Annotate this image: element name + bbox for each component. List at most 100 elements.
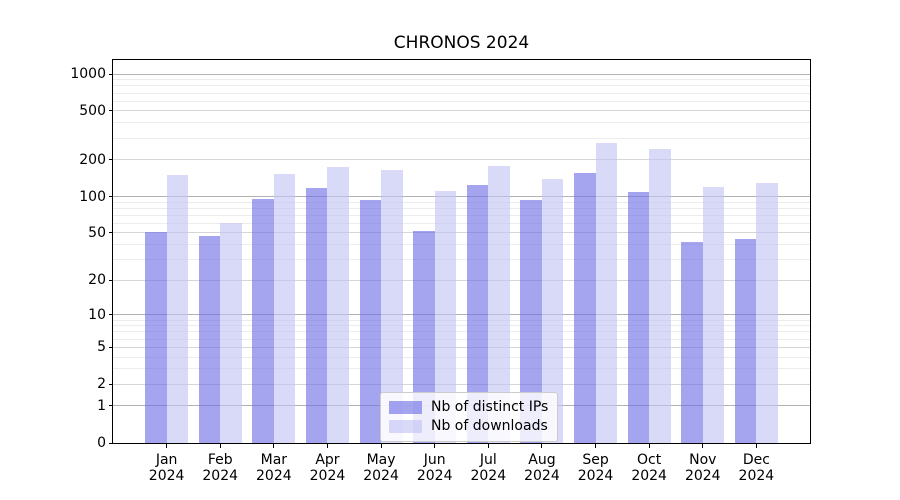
bar-distinct-ips-dec-2024 bbox=[734, 238, 757, 443]
gridline-y-80 bbox=[113, 207, 810, 209]
bar-downloads-jan-2024 bbox=[166, 175, 189, 443]
gridline-y-700 bbox=[113, 92, 810, 94]
gridline-y-500 bbox=[113, 110, 810, 112]
gridline-y-2 bbox=[113, 383, 810, 385]
y-tick-label-50: 50 bbox=[88, 224, 106, 241]
bar-distinct-ips-aug-2024 bbox=[520, 199, 542, 443]
x-tick-5 bbox=[380, 444, 382, 448]
bar-downloads-sep-2024 bbox=[595, 143, 618, 443]
gridline-y-600 bbox=[113, 100, 810, 102]
y-tick-label-100: 100 bbox=[79, 188, 106, 205]
gridline-y-20 bbox=[113, 279, 810, 281]
x-tick-label-apr-2024: Apr 2024 bbox=[309, 452, 346, 484]
y-tick-100 bbox=[108, 196, 113, 197]
gridline-y-200 bbox=[113, 159, 810, 161]
gridline-y-40 bbox=[113, 244, 810, 246]
bar-downloads-mar-2024 bbox=[273, 174, 296, 443]
x-tick-9 bbox=[595, 444, 597, 448]
legend-swatch-distinct-ips bbox=[389, 401, 422, 414]
x-tick-label-jul-2024: Jul 2024 bbox=[470, 452, 507, 484]
y-tick-500 bbox=[108, 110, 113, 112]
legend-swatch-downloads bbox=[389, 420, 422, 433]
x-tick-2 bbox=[219, 444, 221, 448]
bar-downloads-jul-2024 bbox=[488, 165, 510, 443]
x-tick-8 bbox=[541, 444, 543, 448]
bar-distinct-ips-sep-2024 bbox=[574, 173, 596, 443]
y-tick-0 bbox=[108, 442, 113, 444]
bar-distinct-ips-apr-2024 bbox=[305, 188, 328, 443]
x-tick-6 bbox=[434, 444, 436, 448]
legend-label-distinct-ips: Nb of distinct IPs bbox=[431, 399, 549, 415]
gridline-y-4 bbox=[113, 356, 810, 358]
y-tick-label-0: 0 bbox=[97, 435, 106, 451]
x-tick-label-nov-2024: Nov 2024 bbox=[684, 452, 721, 484]
gridline-y-300 bbox=[113, 137, 810, 139]
gridline-y-900 bbox=[113, 79, 810, 81]
y-tick-5 bbox=[108, 346, 113, 348]
y-tick-label-1: 1 bbox=[97, 397, 106, 414]
x-tick-7 bbox=[487, 444, 489, 448]
y-tick-10 bbox=[108, 314, 113, 316]
gridline-y-3 bbox=[113, 368, 810, 370]
y-tick-label-20: 20 bbox=[88, 272, 106, 289]
legend: Nb of distinct IPs Nb of downloads bbox=[380, 392, 559, 442]
bar-distinct-ips-mar-2024 bbox=[252, 199, 274, 443]
gridline-y-100 bbox=[113, 196, 810, 197]
bar-distinct-ips-oct-2024 bbox=[627, 192, 650, 443]
y-tick-label-1000: 1000 bbox=[70, 66, 106, 82]
gridline-y-7 bbox=[113, 331, 810, 333]
gridline-y-800 bbox=[113, 85, 810, 87]
x-tick-11 bbox=[702, 444, 704, 448]
gridline-y-6 bbox=[113, 338, 810, 340]
gridline-y-50 bbox=[113, 232, 810, 234]
bar-distinct-ips-jan-2024 bbox=[145, 231, 167, 443]
y-tick-1000 bbox=[108, 73, 113, 75]
y-tick-2 bbox=[108, 383, 113, 385]
bar-downloads-oct-2024 bbox=[649, 149, 671, 443]
gridline-y-1000 bbox=[113, 73, 810, 75]
bar-distinct-ips-feb-2024 bbox=[198, 236, 221, 443]
y-tick-label-200: 200 bbox=[79, 151, 106, 168]
gridline-y-70 bbox=[113, 214, 810, 216]
x-tick-3 bbox=[273, 444, 275, 448]
x-tick-label-sep-2024: Sep 2024 bbox=[577, 452, 614, 484]
gridline-y-8 bbox=[113, 325, 810, 327]
gridline-y-10 bbox=[113, 314, 810, 316]
x-tick-label-aug-2024: Aug 2024 bbox=[524, 452, 560, 484]
x-tick-12 bbox=[755, 444, 757, 448]
bar-downloads-jun-2024 bbox=[434, 191, 457, 443]
gridline-y-9 bbox=[113, 319, 810, 321]
y-tick-200 bbox=[108, 159, 113, 161]
bar-downloads-may-2024 bbox=[381, 169, 403, 443]
x-tick-label-oct-2024: Oct 2024 bbox=[631, 452, 667, 484]
bar-distinct-ips-nov-2024 bbox=[681, 242, 703, 443]
x-tick-label-dec-2024: Dec 2024 bbox=[738, 452, 775, 484]
bar-distinct-ips-jul-2024 bbox=[466, 184, 489, 443]
y-tick-label-10: 10 bbox=[88, 306, 106, 323]
x-tick-1 bbox=[166, 444, 168, 448]
bar-downloads-nov-2024 bbox=[702, 186, 725, 443]
y-tick-label-500: 500 bbox=[79, 102, 106, 119]
y-tick-50 bbox=[108, 232, 113, 234]
bar-downloads-dec-2024 bbox=[756, 182, 778, 443]
bar-distinct-ips-jun-2024 bbox=[413, 230, 435, 443]
gridline-y-30 bbox=[113, 259, 810, 261]
legend-item-downloads: Nb of downloads bbox=[389, 417, 548, 436]
bar-downloads-aug-2024 bbox=[541, 178, 564, 443]
x-tick-label-jan-2024: Jan 2024 bbox=[148, 452, 185, 484]
gridline-y-60 bbox=[113, 222, 810, 224]
bar-downloads-feb-2024 bbox=[220, 223, 242, 443]
y-tick-label-5: 5 bbox=[97, 339, 106, 356]
y-tick-1 bbox=[108, 405, 113, 407]
gridline-y-90 bbox=[113, 201, 810, 203]
y-tick-20 bbox=[108, 279, 113, 281]
bar-downloads-apr-2024 bbox=[327, 167, 349, 443]
bar-distinct-ips-may-2024 bbox=[359, 199, 382, 443]
x-tick-label-feb-2024: Feb 2024 bbox=[202, 452, 239, 484]
gridline-y-400 bbox=[113, 122, 810, 124]
x-tick-label-jun-2024: Jun 2024 bbox=[416, 452, 453, 484]
x-tick-label-mar-2024: Mar 2024 bbox=[256, 452, 292, 484]
x-tick-4 bbox=[326, 444, 328, 448]
x-tick-10 bbox=[648, 444, 650, 448]
